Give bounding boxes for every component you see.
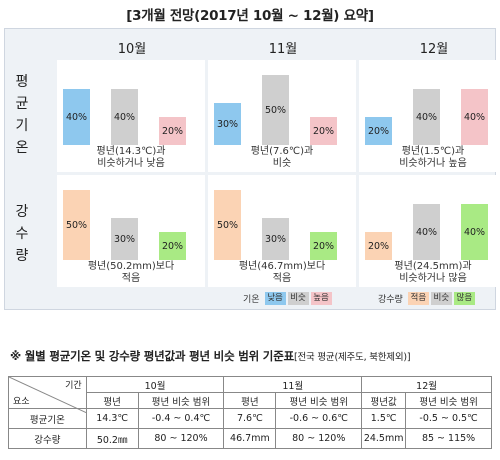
chart-bar: 40% — [111, 89, 138, 145]
bar-value-label: 20% — [312, 125, 335, 137]
table-cell: 80 ~ 120% — [275, 428, 363, 449]
chart-bar: 30% — [214, 103, 241, 145]
chart-bar: 20% — [310, 232, 337, 260]
table-cell: -0.5 ~ 0.5℃ — [405, 408, 492, 429]
table-subheader: 평년 비슷 범위 — [275, 392, 363, 409]
table-corner: 기간 요소 — [8, 376, 87, 413]
bar-value-label: 50% — [216, 219, 239, 231]
legend-precipitation: 강수량 적음 비슷 많음 — [378, 290, 477, 306]
subtitle-note: [전국 평균(제주도, 북한제외)] — [293, 352, 411, 363]
legend-label: 기온 — [243, 294, 260, 305]
chart-bar: 40% — [413, 89, 440, 145]
bar-value-label: 40% — [415, 111, 438, 123]
precip-dec-cell: 20% 40% 40% 평년(24.5mm)과 비슷하거나 많음 — [359, 175, 500, 287]
bar-value-label: 30% — [264, 233, 287, 245]
table-month-header: 12월 — [361, 376, 492, 393]
temp-dec-cell: 20% 40% 40% 평년(1.5℃)과 비슷하거나 높음 — [359, 60, 500, 172]
chart-bar: 30% — [111, 218, 138, 260]
temp-oct-cell: 40% 40% 20% 평년(14.3℃)과 비슷하거나 낮음 — [57, 60, 205, 172]
table-cell: -0.4 ~ 0.4℃ — [137, 408, 225, 429]
table-cell: 14.3℃ — [85, 408, 139, 429]
legend-item: 낮음 — [264, 291, 286, 305]
bar-value-label: 40% — [415, 226, 438, 238]
legend-item: 적음 — [407, 291, 429, 305]
table-cell: 50.2㎜ — [85, 428, 139, 449]
table-subheader: 평년 — [223, 392, 277, 409]
bar-value-label: 40% — [463, 111, 486, 123]
bar-value-label: 20% — [367, 125, 390, 137]
month-header-oct: 10월 — [117, 42, 147, 57]
table-subheader: 평년 비슷 범위 — [137, 392, 225, 409]
chart-bar: 50% — [262, 75, 289, 145]
chart-bar: 40% — [413, 204, 440, 260]
chart-bar: 40% — [461, 89, 488, 145]
chart-bar: 20% — [365, 232, 392, 260]
table-subheader: 평년값 — [361, 392, 407, 409]
table-cell: 80 ~ 120% — [137, 428, 225, 449]
legend-item: 비슷 — [287, 291, 309, 305]
table-cell: 7.6℃ — [223, 408, 277, 429]
chart-bar: 30% — [262, 218, 289, 260]
table-row: 강수량 50.2㎜ 80 ~ 120% 46.7mm 80 ~ 120% 24.… — [8, 428, 492, 449]
chart-bar: 20% — [310, 117, 337, 145]
precip-nov-cell: 50% 30% 20% 평년(46.7mm)보다 적음 — [208, 175, 356, 287]
legend-item: 많음 — [453, 291, 475, 305]
table-month-header: 10월 — [85, 376, 225, 393]
table-subtitle: ※ 월별 평균기온 및 강수량 평년값과 평년 비슷 범위 기준표[전국 평균(… — [10, 349, 411, 363]
chart-bar: 20% — [365, 117, 392, 145]
chart-bar: 20% — [159, 232, 186, 260]
bar-value-label: 30% — [216, 118, 239, 130]
bar-value-label: 40% — [463, 226, 486, 238]
legend-temperature: 기온 낮음 비슷 높음 — [243, 290, 334, 306]
chart-bar: 40% — [63, 89, 90, 145]
table-cell: -0.6 ~ 0.6℃ — [275, 408, 363, 429]
chart-bar: 40% — [461, 204, 488, 260]
precip-oct-cell: 50% 30% 20% 평년(50.2mm)보다 적음 — [57, 175, 205, 287]
legend-item: 비슷 — [430, 291, 452, 305]
legend-item: 높음 — [310, 291, 332, 305]
normal-values-table: 기간 요소 10월 11월 12월 평년 평년 비슷 범위 평년 평년 비슷 범… — [8, 376, 492, 449]
bar-value-label: 20% — [312, 240, 335, 252]
table-cell: 85 ~ 115% — [405, 428, 492, 449]
chart-bar: 50% — [63, 190, 90, 260]
row-label: 강수량 — [8, 428, 87, 449]
chart-bar: 50% — [214, 190, 241, 260]
bar-value-label: 40% — [65, 111, 88, 123]
bar-value-label: 50% — [264, 104, 287, 116]
bar-value-label: 50% — [65, 219, 88, 231]
table-cell: 1.5℃ — [361, 408, 407, 429]
legend-label: 강수량 — [378, 294, 403, 305]
month-header-dec: 12월 — [419, 42, 449, 57]
bar-value-label: 20% — [161, 125, 184, 137]
table-cell: 24.5mm — [361, 428, 407, 449]
page-title: [3개월 전망(2017년 10월 ~ 12월) 요약] — [126, 8, 374, 24]
month-header-nov: 11월 — [268, 42, 298, 57]
temp-nov-cell: 30% 50% 20% 평년(7.6℃)과 비슷 — [208, 60, 356, 172]
table-subheader: 평년 — [85, 392, 139, 409]
bar-value-label: 20% — [367, 240, 390, 252]
bar-value-label: 30% — [113, 233, 136, 245]
table-cell: 46.7mm — [223, 428, 277, 449]
table-month-header: 11월 — [223, 376, 363, 393]
bar-value-label: 40% — [113, 111, 136, 123]
bar-value-label: 20% — [161, 240, 184, 252]
table-subheader: 평년 비슷 범위 — [405, 392, 492, 409]
chart-bar: 20% — [159, 117, 186, 145]
